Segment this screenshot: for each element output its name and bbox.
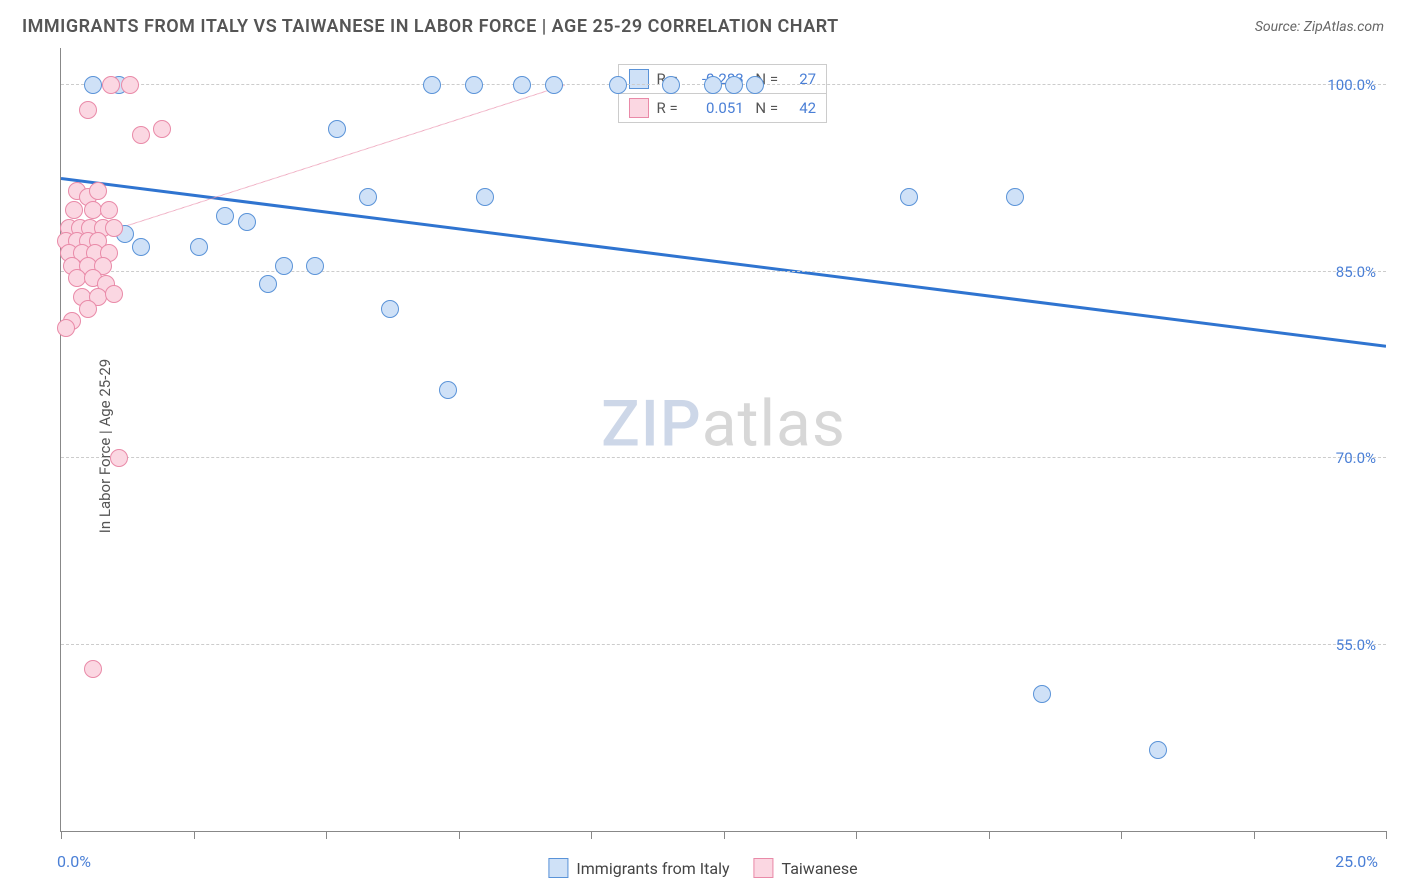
data-point-italy <box>381 300 399 318</box>
watermark-zip: ZIP <box>601 386 702 461</box>
data-point-italy <box>132 238 150 256</box>
gridline <box>61 84 1386 85</box>
data-point-taiwanese <box>100 201 118 219</box>
data-point-italy <box>259 275 277 293</box>
data-point-italy <box>439 381 457 399</box>
x-tick <box>194 831 195 839</box>
n-value: 42 <box>786 99 816 117</box>
watermark: ZIPatlas <box>601 386 846 461</box>
correlation-row-italy: R =-0.283 N =27 <box>619 65 827 93</box>
x-axis-max-label: 25.0% <box>1335 852 1378 871</box>
legend-item-italy: Immigrants from Italy <box>548 858 729 878</box>
data-point-italy <box>216 207 234 225</box>
source-prefix: Source: <box>1255 19 1304 35</box>
plot-area: ZIPatlas R =-0.283 N =27R = 0.051 N = 42 0… <box>60 48 1386 832</box>
data-point-taiwanese <box>57 319 75 337</box>
data-point-taiwanese <box>105 285 123 303</box>
n-label: N = <box>752 99 778 117</box>
data-point-taiwanese <box>84 660 102 678</box>
y-tick-label: 100.0% <box>1327 76 1376 94</box>
data-point-italy <box>465 76 483 94</box>
gridline <box>61 457 1386 458</box>
data-point-taiwanese <box>89 182 107 200</box>
data-point-italy <box>275 257 293 275</box>
data-point-italy <box>662 76 680 94</box>
x-tick <box>459 831 460 839</box>
x-tick <box>1121 831 1122 839</box>
x-tick <box>856 831 857 839</box>
y-tick-label: 55.0% <box>1336 636 1376 654</box>
data-point-italy <box>1033 685 1051 703</box>
data-point-italy <box>900 188 918 206</box>
source-name: ZipAtlas.com <box>1304 19 1384 35</box>
correlation-row-taiwanese: R = 0.051 N = 42 <box>619 93 827 122</box>
trend-line-taiwanese <box>61 85 565 247</box>
data-point-italy <box>84 76 102 94</box>
x-tick <box>591 831 592 839</box>
correlation-legend: R =-0.283 N =27 R = 0.051 N = 42 <box>618 64 828 123</box>
data-point-italy <box>359 188 377 206</box>
data-point-italy <box>476 188 494 206</box>
data-point-taiwanese <box>79 300 97 318</box>
data-point-taiwanese <box>105 219 123 237</box>
source-attribution: Source: ZipAtlas.com <box>1255 19 1384 35</box>
y-tick-label: 70.0% <box>1336 449 1376 467</box>
data-point-italy <box>190 238 208 256</box>
data-point-italy <box>1149 741 1167 759</box>
data-point-taiwanese <box>110 449 128 467</box>
data-point-taiwanese <box>121 76 139 94</box>
legend-swatch <box>548 858 568 878</box>
gridline <box>61 644 1386 645</box>
trend-line-italy <box>61 179 1386 347</box>
x-tick <box>724 831 725 839</box>
chart-title: IMMIGRANTS FROM ITALY VS TAIWANESE IN LA… <box>22 16 839 37</box>
data-point-italy <box>238 213 256 231</box>
data-point-taiwanese <box>153 120 171 138</box>
data-point-italy <box>609 76 627 94</box>
data-point-italy <box>306 257 324 275</box>
legend-swatch <box>754 858 774 878</box>
data-point-italy <box>513 76 531 94</box>
legend-label: Taiwanese <box>782 859 858 878</box>
data-point-taiwanese <box>79 101 97 119</box>
chart-area: ZIPatlas R =-0.283 N =27R = 0.051 N = 42 0… <box>60 48 1386 832</box>
watermark-atlas: atlas <box>702 386 846 461</box>
gridline <box>61 271 1386 272</box>
data-point-italy <box>545 76 563 94</box>
r-label: R = <box>657 99 678 117</box>
data-point-italy <box>704 76 722 94</box>
x-tick <box>1386 831 1387 839</box>
data-point-taiwanese <box>65 201 83 219</box>
x-tick <box>1254 831 1255 839</box>
y-tick-label: 85.0% <box>1336 263 1376 281</box>
legend-swatch <box>629 69 649 89</box>
trend-lines <box>61 48 1386 831</box>
series-legend: Immigrants from Italy Taiwanese <box>548 858 857 878</box>
legend-item-taiwanese: Taiwanese <box>754 858 858 878</box>
x-axis-min-label: 0.0% <box>57 852 91 871</box>
legend-swatch <box>629 98 649 118</box>
r-value: 0.051 <box>686 99 744 117</box>
data-point-taiwanese <box>132 126 150 144</box>
data-point-taiwanese <box>102 76 120 94</box>
legend-label: Immigrants from Italy <box>576 859 729 878</box>
x-tick <box>326 831 327 839</box>
data-point-italy <box>746 76 764 94</box>
data-point-italy <box>725 76 743 94</box>
data-point-italy <box>1006 188 1024 206</box>
x-tick <box>989 831 990 839</box>
data-point-italy <box>328 120 346 138</box>
x-tick <box>61 831 62 839</box>
data-point-italy <box>423 76 441 94</box>
